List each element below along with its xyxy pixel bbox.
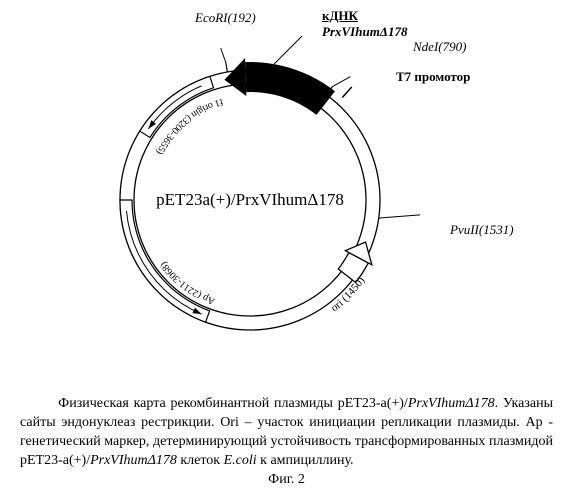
figure-caption: Физическая карта рекомбинантной плазмиды… <box>20 395 553 471</box>
cdna-label: кДНК PrxVIhumΔ178 <box>322 8 407 40</box>
pvuii-site-label: PvuII(1531) <box>450 222 514 238</box>
plasmid-name: pET23a(+)/PrxVIhumΔ178 <box>140 190 360 210</box>
svg-text:ori (1450): ori (1450) <box>329 275 368 315</box>
figure-canvas: f1 origin (3200-3655)Ap (2211-3068)ori (… <box>0 0 573 500</box>
ecori-site-label: EcoRI(192) <box>195 10 256 26</box>
t7-promoter-label: T7 промотор <box>396 69 470 85</box>
ndei-site-label: NdeI(790) <box>413 39 466 55</box>
figure-number: Фиг. 2 <box>0 472 573 488</box>
